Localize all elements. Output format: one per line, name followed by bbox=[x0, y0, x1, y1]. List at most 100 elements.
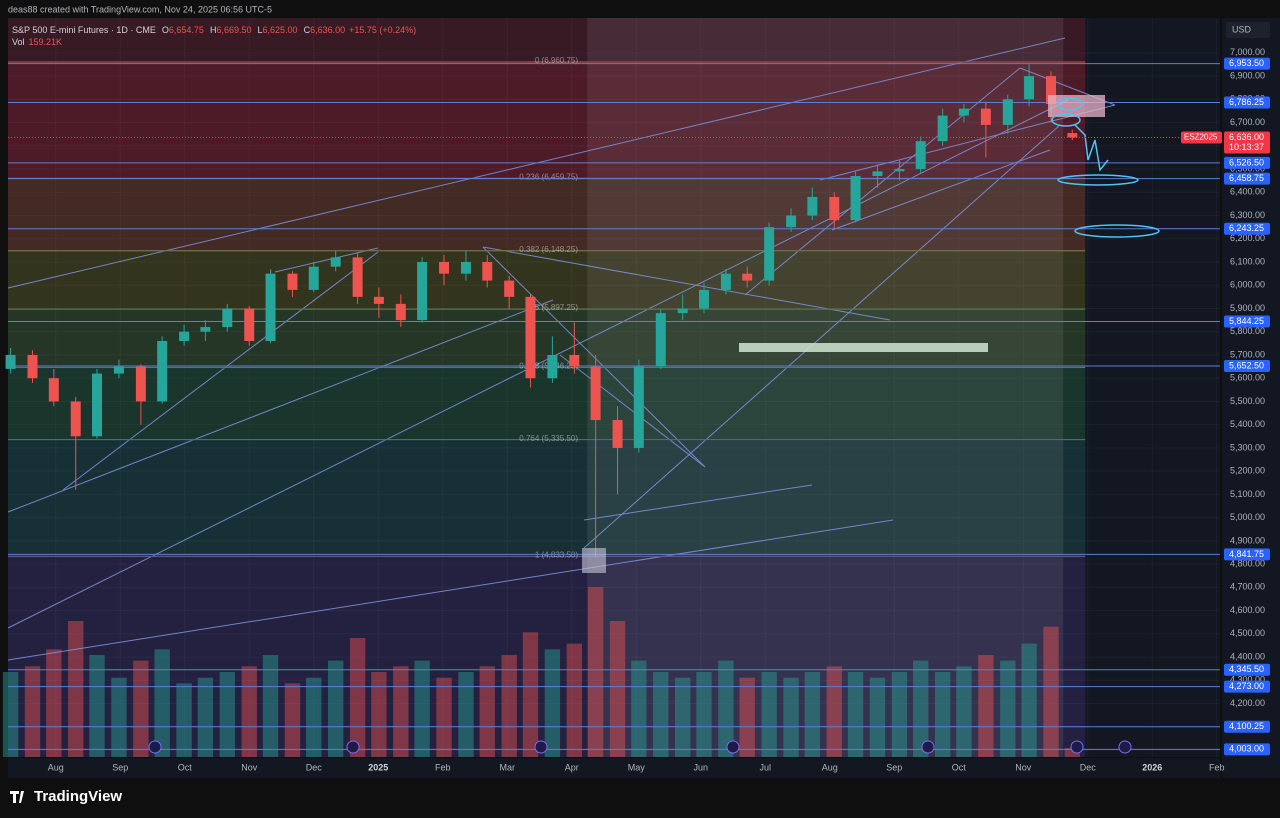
price-tag-label: 6,243.25 bbox=[1229, 223, 1264, 233]
annotations bbox=[148, 95, 1160, 754]
ticker-label: ESZ2025 bbox=[1184, 133, 1218, 142]
volume-bar bbox=[761, 672, 777, 757]
fib-zone bbox=[8, 439, 1086, 557]
y-tick-label: 5,500.00 bbox=[1230, 396, 1265, 406]
volume-key: Vol bbox=[12, 37, 25, 47]
trend-line bbox=[62, 251, 379, 491]
candle-body bbox=[1024, 76, 1035, 100]
candle-body bbox=[265, 273, 276, 342]
volume-bar bbox=[847, 672, 864, 757]
y-tick-label: 6,700.00 bbox=[1230, 117, 1265, 127]
highlight-range bbox=[587, 18, 1064, 757]
candle-body bbox=[677, 308, 688, 314]
candle-body bbox=[200, 327, 211, 332]
fib-zone bbox=[8, 367, 1086, 440]
zone-box bbox=[1048, 95, 1105, 117]
fib-label: 0.236 (6,459.75) bbox=[519, 173, 578, 182]
volume-bar bbox=[718, 660, 734, 757]
candle-body bbox=[135, 366, 146, 402]
legend: S&P 500 E-mini Futures · 1D · CME O6,654.… bbox=[12, 25, 416, 35]
last-price-label: 6,636.00 bbox=[1229, 132, 1264, 142]
volume-bar bbox=[826, 666, 842, 757]
candle-body bbox=[504, 280, 515, 297]
volume-bar bbox=[349, 638, 366, 757]
price-tag bbox=[1224, 57, 1270, 70]
y-tick-label: 4,200.00 bbox=[1230, 698, 1265, 708]
candle-body bbox=[850, 176, 861, 221]
trend-line bbox=[583, 124, 1061, 549]
trend-line bbox=[819, 104, 1116, 181]
volume-bar bbox=[197, 677, 214, 757]
volume-bar bbox=[306, 677, 322, 757]
price-tag bbox=[1224, 315, 1270, 328]
trend-line bbox=[583, 484, 813, 521]
volume-bar bbox=[1021, 643, 1037, 757]
volume-bar bbox=[913, 660, 929, 757]
volume-bar bbox=[891, 672, 908, 757]
volume-bar bbox=[89, 655, 105, 757]
volume-bar bbox=[501, 655, 517, 757]
ohlc-value: 6,669.50 bbox=[216, 25, 251, 35]
fib-zone bbox=[8, 18, 1086, 62]
volume-bar bbox=[1043, 626, 1059, 757]
currency: USD bbox=[1232, 24, 1252, 34]
ellipse-mark bbox=[1074, 224, 1160, 238]
price-tag-label: 4,841.75 bbox=[1229, 549, 1264, 559]
x-tick-label: Feb bbox=[435, 762, 451, 772]
x-tick-label: May bbox=[628, 762, 646, 772]
price-tag-label: 4,345.50 bbox=[1229, 664, 1264, 674]
credit: deas88 created with TradingView.com, Nov… bbox=[8, 4, 272, 14]
symbol: S&P 500 E-mini Futures · 1D · CME bbox=[12, 25, 156, 35]
x-tick-label: 2026 bbox=[1142, 762, 1162, 772]
event-icon bbox=[148, 740, 162, 754]
y-tick-label: 4,800.00 bbox=[1230, 558, 1265, 568]
price-tag-label: 6,786.25 bbox=[1229, 97, 1264, 107]
x-tick-label: Oct bbox=[952, 762, 967, 772]
y-tick-label: 5,100.00 bbox=[1230, 489, 1265, 499]
candle-body bbox=[222, 308, 233, 328]
event-icon bbox=[726, 740, 740, 754]
candle-body bbox=[698, 289, 709, 309]
candle-body bbox=[720, 273, 731, 290]
candle-body bbox=[157, 341, 168, 402]
price-tag bbox=[1224, 680, 1270, 693]
y-tick-label: 5,300.00 bbox=[1230, 442, 1265, 452]
candle-body bbox=[70, 401, 81, 437]
volume-bar bbox=[393, 666, 409, 757]
candle-body bbox=[179, 331, 190, 342]
y-tick-label: 6,400.00 bbox=[1230, 187, 1265, 197]
price-tag-label: 5,652.50 bbox=[1229, 360, 1264, 370]
price-tag bbox=[1224, 720, 1270, 733]
fib-zone bbox=[8, 61, 1086, 179]
volume-bar bbox=[739, 677, 755, 757]
candle-body bbox=[113, 366, 124, 374]
x-tick-label: 2025 bbox=[368, 762, 388, 772]
candle-body bbox=[27, 354, 38, 379]
countdown: 10:13:37 bbox=[1229, 142, 1264, 152]
fib-label: 1 (4,833.50) bbox=[535, 550, 578, 559]
time-axis bbox=[8, 758, 1220, 778]
volume-bar bbox=[176, 683, 192, 757]
trend-line bbox=[274, 247, 379, 273]
volume-bar bbox=[327, 660, 344, 757]
trend-line bbox=[7, 299, 554, 513]
volume-bar bbox=[111, 677, 127, 757]
candle-body bbox=[764, 227, 775, 281]
x-tick-label: Apr bbox=[565, 762, 579, 772]
volume-bar bbox=[544, 649, 561, 757]
price-levels bbox=[8, 63, 1220, 750]
trend-lines bbox=[7, 37, 1116, 661]
candle-body bbox=[590, 366, 601, 421]
volume-bar bbox=[154, 649, 170, 757]
x-tick-label: Oct bbox=[178, 762, 193, 772]
event-icon bbox=[534, 740, 548, 754]
y-tick-label: 6,100.00 bbox=[1230, 256, 1265, 266]
y-tick-label: 6,000.00 bbox=[1230, 280, 1265, 290]
event-icon bbox=[346, 740, 360, 754]
event-icon bbox=[1118, 740, 1132, 754]
candle-body bbox=[786, 215, 797, 228]
candle-body bbox=[352, 257, 363, 297]
candle-body bbox=[655, 313, 666, 367]
y-tick-label: 5,700.00 bbox=[1230, 349, 1265, 359]
x-tick-label: Sep bbox=[886, 762, 902, 772]
